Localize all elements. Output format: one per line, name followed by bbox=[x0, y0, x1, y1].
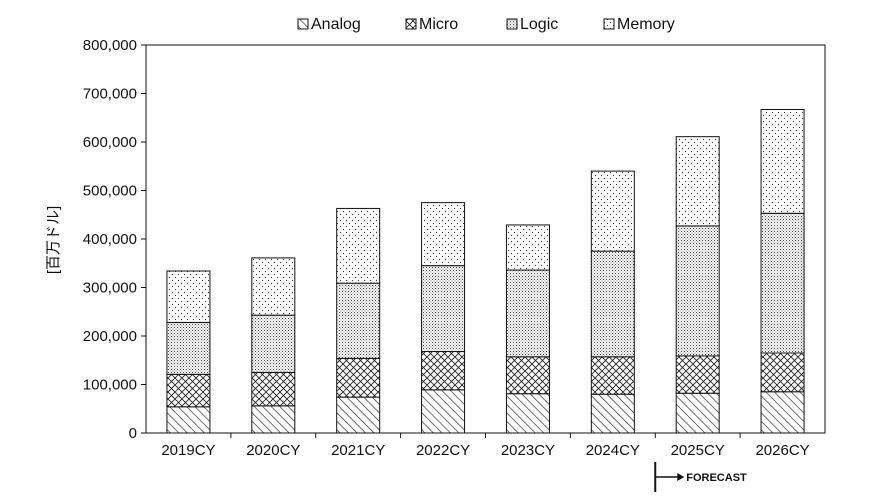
legend-swatch-memory bbox=[603, 18, 615, 30]
x-tick-label: 2020CY bbox=[246, 442, 300, 459]
legend-label-memory: Memory bbox=[617, 16, 675, 33]
bar-memory-2023cy bbox=[505, 224, 550, 271]
bar-memory-2019cy bbox=[166, 270, 211, 323]
forecast-annotation: FORECAST bbox=[654, 462, 747, 492]
bar-logic-2019cy bbox=[166, 321, 211, 375]
plot-area-frame bbox=[145, 44, 826, 434]
bar-memory-2020cy bbox=[251, 257, 296, 316]
bar-micro-2023cy bbox=[505, 356, 550, 395]
legend-swatch-micro bbox=[405, 18, 417, 30]
y-tick-label: 300,000 bbox=[83, 280, 137, 297]
bar-logic-2025cy bbox=[675, 225, 720, 357]
x-tick-label: 2022CY bbox=[416, 442, 470, 459]
bar-micro-2025cy bbox=[675, 355, 720, 394]
bars bbox=[166, 109, 805, 434]
x-tick-label: 2025CY bbox=[671, 442, 725, 459]
legend-label-micro: Micro bbox=[419, 16, 458, 33]
x-tick-label: 2024CY bbox=[586, 442, 640, 459]
legend-swatch-logic bbox=[506, 18, 518, 30]
y-tick-label: 200,000 bbox=[83, 328, 137, 345]
x-tick-label: 2023CY bbox=[501, 442, 555, 459]
bar-logic-2022cy bbox=[421, 265, 466, 353]
forecast-arrow-head bbox=[677, 473, 685, 481]
y-tick-label: 600,000 bbox=[83, 134, 137, 151]
y-axis-ticks: 0 100,000 200,000 300,000 400,000 500,000 600,… bbox=[83, 37, 146, 442]
bar-memory-2022cy bbox=[421, 202, 466, 267]
bar-micro-2026cy bbox=[760, 352, 805, 393]
bar-logic-2026cy bbox=[760, 212, 805, 354]
bar-micro-2021cy bbox=[336, 357, 381, 398]
bar-analog-2019cy bbox=[166, 406, 211, 434]
y-tick-label: 800,000 bbox=[83, 37, 137, 54]
bar-analog-2024cy bbox=[590, 393, 635, 434]
bar-micro-2019cy bbox=[166, 373, 211, 408]
bar-logic-2023cy bbox=[505, 269, 550, 358]
bar-memory-2021cy bbox=[336, 207, 381, 284]
legend-label-logic: Logic bbox=[520, 16, 558, 33]
x-tick-label: 2021CY bbox=[331, 442, 385, 459]
bar-analog-2021cy bbox=[336, 396, 381, 434]
bar-logic-2024cy bbox=[590, 250, 635, 358]
y-tick-label: 0 bbox=[129, 425, 137, 442]
y-tick-label: 500,000 bbox=[83, 183, 137, 200]
bar-logic-2021cy bbox=[336, 282, 381, 359]
bar-memory-2026cy bbox=[760, 109, 805, 214]
legend-swatch-analog bbox=[297, 18, 309, 30]
bar-analog-2025cy bbox=[675, 392, 720, 434]
x-tick-label: 2026CY bbox=[755, 442, 809, 459]
y-tick-label: 400,000 bbox=[83, 231, 137, 248]
y-tick-label: 700,000 bbox=[83, 86, 137, 103]
bar-memory-2024cy bbox=[590, 170, 635, 252]
legend-label-analog: Analog bbox=[311, 16, 361, 33]
bar-micro-2020cy bbox=[251, 371, 296, 407]
bar-micro-2022cy bbox=[421, 351, 466, 391]
bar-analog-2023cy bbox=[505, 393, 550, 434]
bar-micro-2024cy bbox=[590, 356, 635, 395]
chart-legend: Analog Micro Logic Memory bbox=[297, 16, 675, 33]
y-tick-label: 100,000 bbox=[83, 377, 137, 394]
bar-analog-2022cy bbox=[421, 389, 466, 434]
y-axis-label: [百万ドル] bbox=[45, 206, 62, 274]
bar-analog-2020cy bbox=[251, 405, 296, 434]
bar-analog-2026cy bbox=[760, 391, 805, 434]
forecast-label: FORECAST bbox=[686, 472, 747, 484]
x-tick-label: 2019CY bbox=[161, 442, 215, 459]
bar-memory-2025cy bbox=[675, 136, 720, 227]
x-axis-ticks: 2019CY 2020CY 2021CY 2022CY 2023CY 2024CY 2025… bbox=[161, 433, 810, 459]
bar-logic-2020cy bbox=[251, 314, 296, 373]
